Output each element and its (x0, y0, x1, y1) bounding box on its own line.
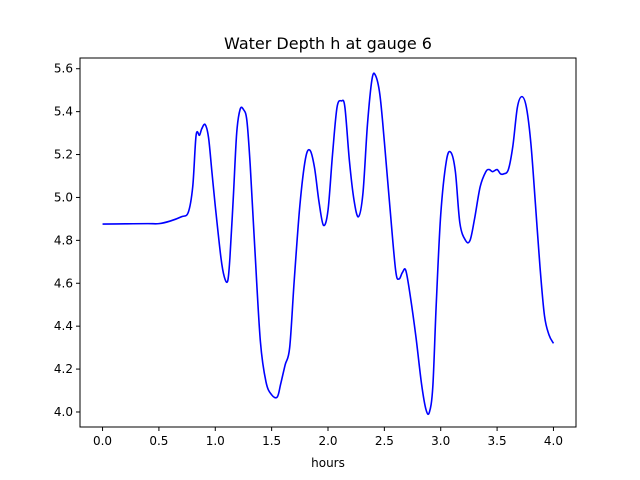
plot-area (102, 72, 555, 416)
y-tick-label: 4.0 (54, 405, 73, 419)
x-axis-label: hours (311, 456, 345, 470)
x-tick-label: 3.5 (488, 434, 507, 448)
x-tick-label: 1.0 (206, 434, 225, 448)
y-tick-label: 4.8 (54, 233, 73, 247)
series-line (102, 72, 555, 416)
y-tick-label: 5.4 (54, 105, 73, 119)
y-axis: 4.0 4.2 4.4 4.6 4.8 5.0 5.2 5.4 5.6 (54, 62, 80, 419)
x-axis: 0.0 0.5 1.0 1.5 2.0 2.5 3.0 3.5 4.0 (93, 427, 563, 448)
x-tick-label: 0.5 (149, 434, 168, 448)
y-tick-label: 5.2 (54, 148, 73, 162)
x-tick-label: 0.0 (93, 434, 112, 448)
y-tick-label: 5.0 (54, 190, 73, 204)
x-tick-label: 1.5 (262, 434, 281, 448)
x-tick-label: 2.0 (318, 434, 337, 448)
y-tick-label: 4.4 (54, 319, 73, 333)
y-tick-label: 4.6 (54, 276, 73, 290)
x-tick-label: 4.0 (544, 434, 563, 448)
y-tick-label: 5.6 (54, 62, 73, 76)
y-tick-label: 4.2 (54, 362, 73, 376)
chart-title: Water Depth h at gauge 6 (224, 34, 432, 53)
x-tick-label: 2.5 (375, 434, 394, 448)
x-tick-label: 3.0 (431, 434, 450, 448)
